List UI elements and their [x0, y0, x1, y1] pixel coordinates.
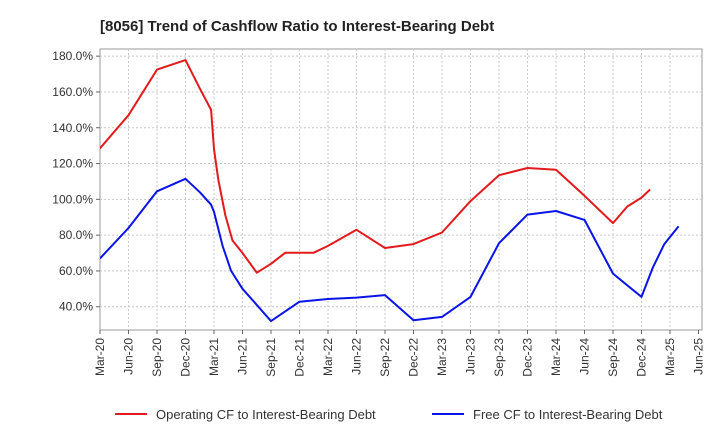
y-tick-label: 180.0% — [52, 49, 93, 63]
x-tick-label: Dec-22 — [407, 338, 421, 377]
x-tick-label: Sep-20 — [150, 338, 164, 377]
legend: Operating CF to Interest-Bearing Debt Fre… — [115, 407, 663, 422]
x-tick-label: Jun-22 — [350, 338, 364, 375]
x-tick-label: Mar-24 — [549, 338, 563, 376]
x-tick-label: Mar-20 — [93, 338, 107, 376]
plot-area — [99, 48, 703, 331]
x-tick-label: Jun-20 — [122, 338, 136, 375]
y-tick-label: 140.0% — [52, 121, 93, 135]
series-layer — [100, 59, 680, 323]
x-tick-label: Jun-24 — [578, 338, 592, 375]
x-tick-label: Mar-22 — [321, 338, 335, 376]
y-axis: 40.0% 60.0% 80.0% 100.0% 120.0% 140.0% 160.0% 1… — [52, 49, 100, 314]
x-tick-label: Mar-25 — [663, 338, 677, 376]
x-tick-label: Dec-20 — [179, 338, 193, 377]
legend-label: Operating CF to Interest-Bearing Debt — [156, 407, 376, 422]
x-tick-label: Mar-21 — [207, 338, 221, 376]
x-tick-label: Dec-23 — [521, 338, 535, 377]
y-tick-label: 120.0% — [52, 157, 93, 171]
x-tick-label: Sep-21 — [264, 338, 278, 377]
x-tick-label: Sep-23 — [492, 338, 506, 377]
series-line-free-cf — [100, 177, 680, 323]
legend-label: Free CF to Interest-Bearing Debt — [473, 407, 663, 422]
y-tick-label: 60.0% — [59, 264, 93, 278]
y-tick-label: 40.0% — [59, 300, 93, 314]
y-tick-label: 100.0% — [52, 192, 93, 206]
chart-title: [8056] Trend of Cashflow Ratio to Intere… — [100, 18, 494, 35]
x-axis: Mar-20 Jun-20 Sep-20 Dec-20 Mar-21 Jun-21 Sep-… — [93, 330, 706, 377]
x-tick-label: Jun-25 — [692, 338, 706, 375]
x-tick-label: Jun-23 — [464, 338, 478, 375]
series-line-operating-cf — [100, 59, 651, 274]
x-tick-label: Dec-21 — [293, 338, 307, 377]
x-tick-label: Jun-21 — [236, 338, 250, 375]
x-tick-label: Mar-23 — [435, 338, 449, 376]
x-tick-label: Sep-22 — [378, 338, 392, 377]
grid-lines — [100, 49, 702, 330]
x-tick-label: Sep-24 — [606, 338, 620, 377]
y-tick-label: 80.0% — [59, 228, 93, 242]
x-tick-label: Dec-24 — [635, 338, 649, 377]
y-tick-label: 160.0% — [52, 85, 93, 99]
